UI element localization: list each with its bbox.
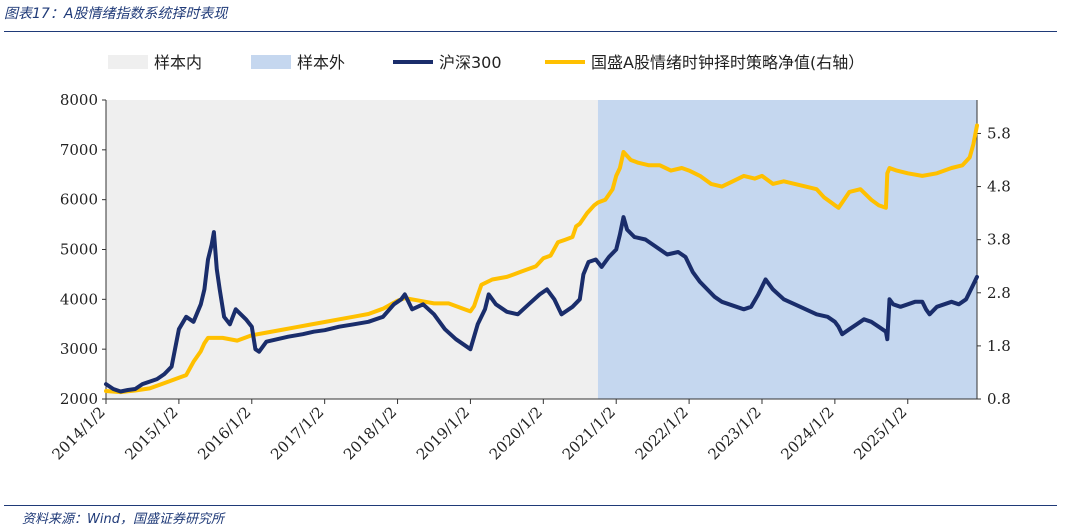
left-tick-label-3: 5000 <box>60 241 98 259</box>
out-sample-band <box>597 100 977 399</box>
right-tick-label-5: 5.8 <box>987 124 1011 142</box>
x-tick-label-6: 2020/1/2 <box>486 403 546 463</box>
legend-swatch-1 <box>251 55 291 69</box>
x-tick-label-2: 2016/1/2 <box>194 403 254 463</box>
right-tick-label-0: 0.8 <box>987 390 1011 408</box>
strategy-nav-line <box>104 123 979 395</box>
x-tick-label-11: 2025/1/2 <box>850 403 910 463</box>
x-tick-label-9: 2023/1/2 <box>704 403 764 463</box>
x-tick-label-5: 2019/1/2 <box>413 403 473 463</box>
x-tick-label-8: 2022/1/2 <box>632 403 692 463</box>
left-tick-label-6: 8000 <box>60 91 98 109</box>
right-tick-label-1: 1.8 <box>987 337 1011 355</box>
x-tick-label-10: 2024/1/2 <box>777 403 837 463</box>
x-tick-label-1: 2015/1/2 <box>121 403 181 463</box>
footer-rule <box>4 505 1057 506</box>
legend-swatch-0 <box>108 55 148 69</box>
left-tick-label-2: 4000 <box>60 290 98 308</box>
right-tick-label-3: 3.8 <box>987 231 1011 249</box>
hs300-line <box>104 215 979 394</box>
legend: 样本内 样本外 沪深300 国盛A股情绪时钟择时策略净值(右轴） <box>108 53 864 72</box>
legend-label-2: 沪深300 <box>439 53 502 72</box>
legend-label-3: 国盛A股情绪时钟择时策略净值(右轴） <box>591 53 864 72</box>
left-tick-label-1: 3000 <box>60 340 98 358</box>
left-tick-label-0: 2000 <box>60 390 98 408</box>
figure-title: 图表17：A股情绪指数系统择时表现 <box>4 6 228 22</box>
left-tick-label-4: 6000 <box>60 191 98 209</box>
header-rule <box>4 31 1057 32</box>
legend-label-1: 样本外 <box>297 53 345 72</box>
right-tick-label-4: 4.8 <box>987 178 1011 196</box>
in-sample-band <box>106 100 598 399</box>
x-tick-label-3: 2017/1/2 <box>267 403 327 463</box>
x-tick-label-4: 2018/1/2 <box>340 403 400 463</box>
source-note: 资料来源：Wind，国盛证券研究所 <box>22 512 224 527</box>
legend-label-0: 样本内 <box>154 53 202 72</box>
right-tick-label-2: 2.8 <box>987 284 1011 302</box>
series-lines <box>104 123 979 395</box>
x-tick-label-0: 2014/1/2 <box>48 403 108 463</box>
sample-bands <box>106 100 977 399</box>
left-tick-label-5: 7000 <box>60 141 98 159</box>
x-tick-label-7: 2021/1/2 <box>559 403 619 463</box>
